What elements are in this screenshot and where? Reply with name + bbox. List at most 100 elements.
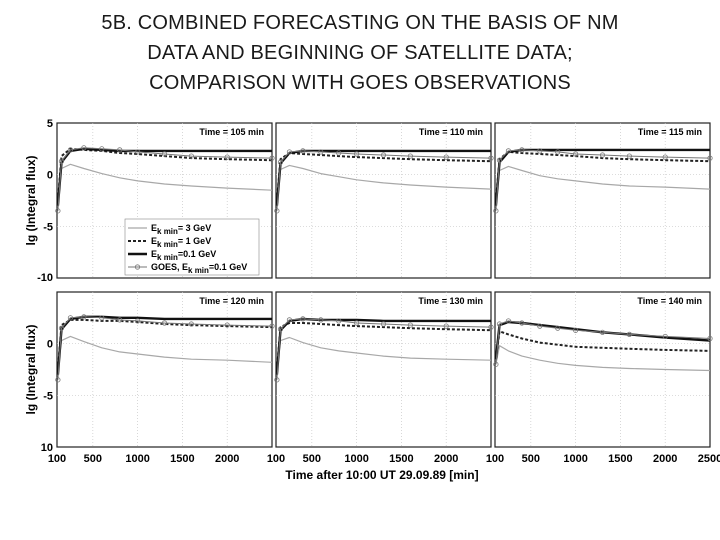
x-tick-label: 100 [486,453,504,465]
goes-marker [318,317,324,323]
legend-text: = 1 GeV [178,236,211,246]
goes-marker [224,154,230,160]
x-tick-label: 500 [522,453,540,465]
legend-entry-e01: Ek min=0.1 GeV [151,249,216,262]
legend-subscript: k min [157,240,178,249]
title-line-3: COMPARISON WITH GOES OBSERVATIONS [149,72,571,94]
goes-marker [519,147,525,153]
panel-5: Time = 130 min 100 500 1000 1500 2000 [267,291,494,465]
panel-title: Time = 105 min [199,127,264,137]
x-tick-label: 1000 [125,453,149,465]
x-tick-label: 1000 [563,453,587,465]
goes-marker [188,153,194,159]
panel-title: Time = 140 min [637,296,702,306]
goes-marker [269,323,275,329]
goes-marker [269,155,275,161]
goes-marker [496,321,503,327]
goes-marker [336,150,342,156]
goes-marker [277,159,284,165]
legend-text: E [151,236,157,246]
panel-1: Time = 105 min 5 0 -5 -10 lg (Integral flux) E… [24,118,275,284]
legend-marker [134,264,141,270]
panel-frame [494,122,711,279]
goes-marker [354,320,360,326]
panel-6: Time = 140 min 100 500 1000 1500 2000 2500 [486,291,720,465]
goes-marker [555,149,561,155]
legend-text: =0.1 GeV [209,262,247,272]
goes-marker [277,326,284,332]
goes-marker [224,322,230,328]
goes-marker [354,151,360,157]
goes-marker [707,335,713,342]
goes-marker [67,147,74,153]
goes-marker [99,315,105,321]
page-title: 5B. COMBINED FORECASTING ON THE BASIS OF… [0,8,720,98]
series-line-e3 [276,164,492,204]
y-tick-label: 0 [47,170,53,182]
series-line-goes [276,318,492,380]
legend-subscript: k min [157,227,178,236]
goes-marker [117,147,123,153]
y-axis-label: lg (Integral flux) [24,324,38,414]
series-line-e1 [494,150,711,201]
goes-marker [662,154,668,160]
goes-marker [505,318,512,324]
panel-frame [56,291,273,448]
series-line-e1 [275,152,492,201]
series-line-e1 [494,330,711,360]
title-line-2: DATA AND BEGINNING OF SATELLITE DATA; [147,42,573,64]
goes-marker [626,153,632,159]
goes-marker [161,320,168,326]
panel-title: Time = 110 min [419,127,483,137]
series-line-e1 [56,147,273,201]
series-line-goes [57,147,273,211]
goes-marker [81,145,87,151]
series-line-goes [495,149,711,211]
x-tick-label: 1000 [344,453,368,465]
series-line-e01 [56,147,272,206]
x-tick-label: 2000 [215,453,239,465]
goes-marker [300,148,306,154]
goes-marker [286,149,293,155]
series-line-e1 [275,322,492,370]
goes-marker [58,325,65,331]
goes-marker [117,317,123,323]
series-line-e3 [495,165,711,204]
x-tick-label: 2500 [698,453,720,465]
y-axis-label: lg (Integral flux) [24,155,38,245]
goes-marker [519,320,525,326]
y-tick-label: 5 [47,118,53,130]
legend-text: =0.1 GeV [178,249,216,259]
panel-2: Time = 110 min [274,122,494,279]
goes-marker [55,208,61,214]
legend-text: GOES, E [151,262,188,272]
goes-marker [55,377,61,383]
x-tick-label: 1500 [170,453,194,465]
legend-entry-goes: GOES, Ek min=0.1 GeV [151,262,247,275]
goes-marker [573,327,579,333]
series-line-goes [276,150,492,211]
panel-3: Time = 115 min [493,122,713,279]
legend-text: = 3 GeV [178,223,211,233]
goes-marker [496,157,503,163]
goes-marker [81,314,87,320]
x-tick-label: 2000 [434,453,458,465]
goes-marker [188,321,194,327]
series-line-goes [57,316,273,380]
title-line-1: 5B. COMBINED FORECASTING ON THE BASIS OF… [101,12,619,34]
goes-marker [380,321,387,327]
y-tick-label: 0 [47,339,53,351]
legend-text: E [151,223,157,233]
goes-marker [493,361,499,367]
goes-marker [407,322,413,328]
series-line-e3 [57,335,273,371]
goes-marker [505,148,512,154]
goes-marker [493,208,499,214]
y-tick-label: -5 [43,390,53,402]
legend-subscript: k min [188,266,209,275]
goes-marker [318,149,324,155]
panel-title: Time = 120 min [199,296,264,306]
goes-marker [300,316,306,322]
